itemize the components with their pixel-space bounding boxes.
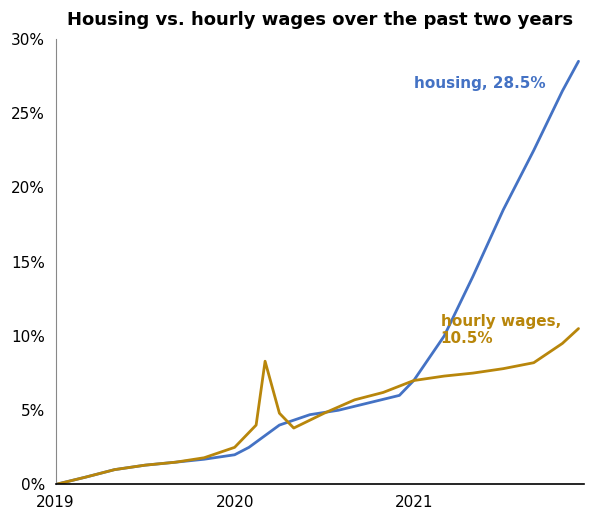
- Text: hourly wages,
10.5%: hourly wages, 10.5%: [441, 314, 561, 346]
- Text: housing, 28.5%: housing, 28.5%: [414, 76, 546, 91]
- Title: Housing vs. hourly wages over the past two years: Housing vs. hourly wages over the past t…: [67, 11, 573, 29]
